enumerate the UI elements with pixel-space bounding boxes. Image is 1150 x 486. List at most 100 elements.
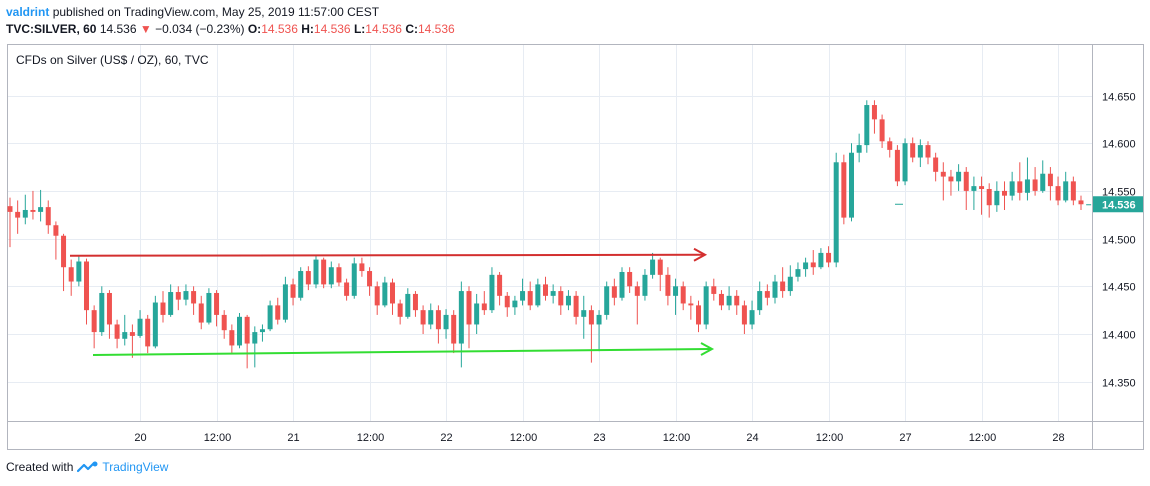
author-name[interactable]: valdrint	[6, 5, 50, 19]
candle-body	[833, 162, 839, 263]
x-tick-label: 24	[746, 432, 758, 444]
candle-body	[703, 286, 709, 325]
down-triangle-icon: ▼	[139, 22, 152, 36]
x-tick-label: 20	[134, 432, 146, 444]
candle-body	[871, 105, 877, 120]
candle-body	[933, 157, 939, 172]
symbol-name: TVC:SILVER, 60	[6, 22, 97, 36]
candle-body	[38, 207, 44, 212]
price-change: −0.034 (−0.23%)	[155, 22, 245, 36]
candle-body	[1055, 186, 1061, 201]
candle-body	[374, 286, 380, 306]
low-label: L:	[353, 22, 366, 36]
candle-body	[611, 286, 617, 298]
candle-body	[1024, 179, 1030, 193]
candle-body	[726, 295, 732, 306]
candle-body	[344, 282, 350, 296]
y-tick-label: 14.600	[1102, 139, 1136, 151]
candle-body	[336, 267, 342, 283]
time-axis[interactable]: 20 12:00 21 12:00 22 12:00 23 12:00 24 12:00 27 12:…	[134, 432, 1064, 444]
candle-body	[298, 271, 304, 298]
x-tick-label: 22	[440, 432, 452, 444]
candle-body	[451, 314, 457, 344]
candle-body	[764, 291, 770, 298]
support-arrow-icon	[700, 342, 715, 356]
candle-body	[129, 332, 135, 336]
created-with-label: Created with	[6, 460, 74, 474]
candle-body	[481, 303, 487, 311]
candle-body	[198, 303, 204, 323]
y-tick-label: 14.550	[1102, 187, 1136, 199]
candle-body	[290, 284, 296, 298]
price-axis[interactable]: 14.650 14.600 14.550 14.500 14.450 14.400 14.3…	[1093, 92, 1143, 390]
low-value: 14.536	[365, 22, 402, 36]
candle-body	[206, 292, 212, 323]
candle-body	[489, 274, 495, 311]
candle-body	[22, 209, 28, 218]
candle-body	[749, 310, 755, 325]
candle-body	[214, 292, 220, 315]
candle-body	[627, 271, 633, 287]
candle-body	[420, 310, 426, 325]
candle-body	[412, 293, 418, 311]
high-label: H:	[301, 22, 314, 36]
tradingview-link[interactable]: TradingView	[102, 460, 169, 474]
candle-body	[604, 286, 610, 315]
candle-body	[550, 291, 556, 296]
candle-body	[917, 145, 923, 158]
x-tick-label: 12:00	[204, 432, 232, 444]
grid	[8, 45, 1092, 421]
candle-body	[390, 282, 395, 304]
candle-body	[994, 190, 1000, 206]
x-tick-label: 12:00	[663, 432, 691, 444]
y-tick-label: 14.400	[1102, 330, 1136, 342]
candle-body	[61, 235, 67, 268]
candle-body	[772, 281, 778, 298]
candle-body	[543, 284, 548, 296]
publish-info: published on TradingView.com, May 25, 20…	[52, 5, 380, 19]
candle-body	[757, 291, 763, 311]
candle-body	[887, 141, 893, 150]
candle-body	[367, 271, 373, 287]
candle-body	[76, 261, 82, 282]
open-label: O:	[247, 22, 262, 36]
candle-body	[565, 295, 571, 306]
x-tick-label: 12:00	[816, 432, 844, 444]
candle-body	[267, 305, 273, 330]
candle-body	[99, 292, 105, 333]
close-label: C:	[405, 22, 418, 36]
candle-body	[642, 274, 648, 296]
candle-body	[856, 145, 862, 153]
candle-body	[191, 291, 197, 304]
candle-body	[1017, 181, 1023, 193]
candle-body	[634, 286, 640, 296]
candle-body	[910, 143, 916, 158]
y-tick-label: 14.450	[1102, 282, 1136, 294]
candle-body	[596, 314, 602, 325]
candle-body	[527, 291, 533, 306]
candle-body	[810, 262, 816, 268]
candle-body	[535, 284, 541, 306]
candle-body	[1070, 181, 1076, 201]
candle-body	[841, 162, 847, 218]
high-value: 14.536	[313, 22, 351, 36]
candle-body	[520, 291, 526, 301]
candle-body	[1047, 173, 1053, 187]
candle-body	[252, 332, 258, 344]
open-value: 14.536	[261, 22, 298, 36]
y-tick-label: 14.500	[1102, 235, 1136, 247]
candle-body	[84, 261, 89, 311]
close-value: 14.536	[418, 22, 455, 36]
y-tick-label: 14.350	[1102, 378, 1136, 390]
candle-body	[787, 276, 793, 292]
candle-body	[741, 305, 747, 325]
candle-body	[1002, 190, 1007, 196]
symbol-header: TVC:SILVER, 60 14.536 ▼ −0.034 (−0.23%) …	[6, 22, 455, 36]
candle-body	[925, 145, 931, 158]
candle-body	[7, 206, 13, 212]
candle-body	[466, 291, 472, 325]
candle-body	[382, 282, 388, 306]
candle-body	[244, 316, 250, 344]
candle-body	[734, 295, 740, 306]
